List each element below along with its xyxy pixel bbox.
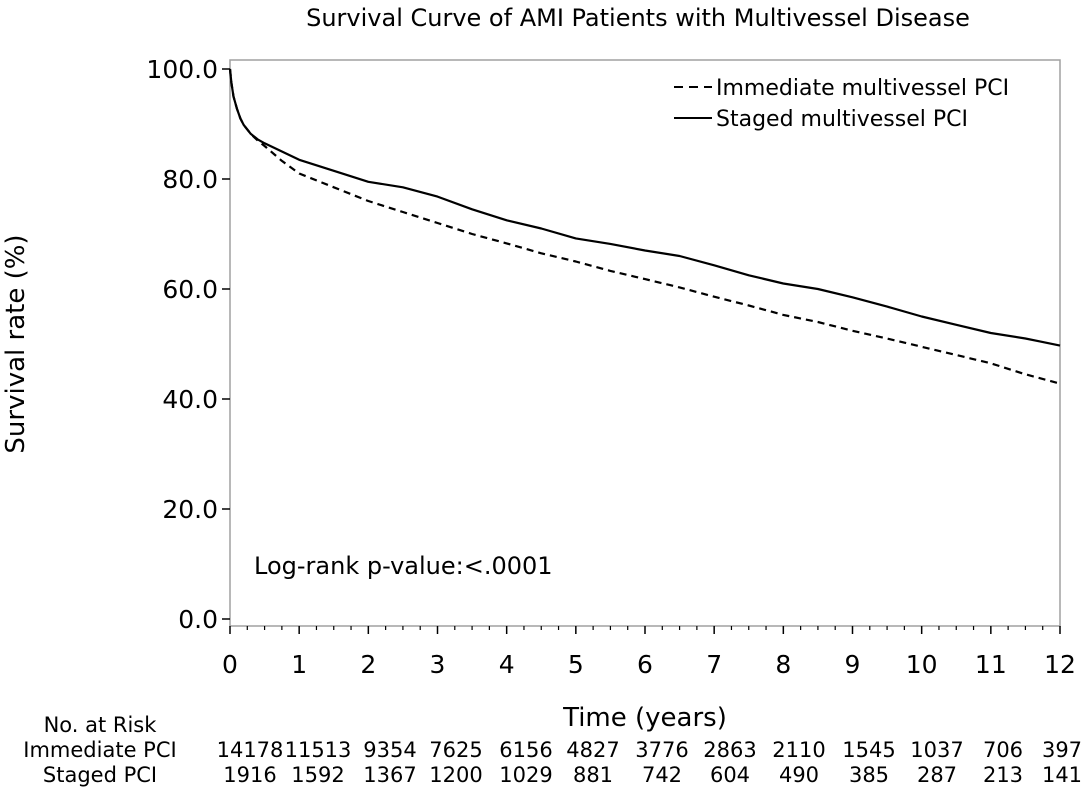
risk-value: 1545 bbox=[842, 738, 895, 762]
risk-value: 3776 bbox=[635, 738, 688, 762]
risk-row-label-staged: Staged PCI bbox=[43, 763, 157, 787]
y-tick-label: 0.0 bbox=[178, 605, 218, 634]
y-axis-title: Survival rate (%) bbox=[1, 234, 31, 453]
x-tick-label: 8 bbox=[775, 650, 791, 679]
log-rank-annotation: Log-rank p-value:<.0001 bbox=[254, 552, 553, 580]
legend: Immediate multivessel PCI Staged multive… bbox=[674, 76, 1009, 132]
risk-row-label-immediate: Immediate PCI bbox=[23, 738, 176, 762]
x-tick-label: 4 bbox=[499, 650, 515, 679]
risk-value: 14178 bbox=[217, 738, 284, 762]
y-tick-label: 100.0 bbox=[146, 55, 218, 84]
x-tick-label: 0 bbox=[222, 650, 238, 679]
risk-value: 9354 bbox=[363, 738, 416, 762]
risk-table-header: No. at Risk bbox=[44, 713, 158, 737]
risk-value: 11513 bbox=[285, 738, 352, 762]
risk-value: 1037 bbox=[910, 738, 963, 762]
risk-value: 490 bbox=[779, 763, 819, 787]
risk-value: 2110 bbox=[772, 738, 825, 762]
series-line-staged bbox=[228, 68, 1061, 347]
risk-value: 1916 bbox=[223, 763, 276, 787]
risk-value: 4827 bbox=[566, 738, 619, 762]
x-tick-label: 3 bbox=[430, 650, 446, 679]
risk-value: 7625 bbox=[429, 738, 482, 762]
x-tick-label: 1 bbox=[291, 650, 307, 679]
x-tick-label: 5 bbox=[568, 650, 584, 679]
legend-label-immediate: Immediate multivessel PCI bbox=[716, 76, 1009, 101]
x-tick-label: 7 bbox=[706, 650, 722, 679]
risk-value: 604 bbox=[710, 763, 750, 787]
x-tick-label: 6 bbox=[637, 650, 653, 679]
risk-value: 1592 bbox=[291, 763, 344, 787]
risk-value: 141 bbox=[1042, 763, 1082, 787]
series-layer bbox=[228, 68, 1061, 385]
risk-table-values: 14178 11513 9354 7625 6156 4827 3776 2863 2110 15… bbox=[217, 738, 1082, 787]
risk-value: 1029 bbox=[499, 763, 552, 787]
y-axis: 0.0 20.0 40.0 60.0 80.0 100.0 bbox=[146, 55, 230, 634]
y-tick-label: 60.0 bbox=[162, 275, 218, 304]
y-tick-label: 20.0 bbox=[162, 495, 218, 524]
y-tick-label: 40.0 bbox=[162, 385, 218, 414]
y-tick-label: 80.0 bbox=[162, 165, 218, 194]
risk-value: 881 bbox=[573, 763, 613, 787]
x-axis-title: Time (years) bbox=[562, 703, 727, 733]
x-axis: 0 1 2 3 4 5 6 7 8 9 10 11 12 bbox=[222, 626, 1076, 679]
risk-value: 742 bbox=[642, 763, 682, 787]
risk-value: 1200 bbox=[429, 763, 482, 787]
risk-value: 397 bbox=[1042, 738, 1082, 762]
risk-value: 6156 bbox=[499, 738, 552, 762]
risk-value: 1367 bbox=[363, 763, 416, 787]
x-tick-label: 2 bbox=[360, 650, 376, 679]
risk-value: 213 bbox=[983, 763, 1023, 787]
risk-value: 2863 bbox=[703, 738, 756, 762]
legend-label-staged: Staged multivessel PCI bbox=[716, 107, 968, 132]
x-tick-label: 9 bbox=[845, 650, 861, 679]
chart-title: Survival Curve of AMI Patients with Mult… bbox=[306, 4, 970, 32]
risk-value: 385 bbox=[849, 763, 889, 787]
plot-frame bbox=[229, 59, 1061, 627]
x-tick-label: 12 bbox=[1044, 650, 1076, 679]
x-tick-label: 10 bbox=[906, 650, 938, 679]
risk-value: 706 bbox=[983, 738, 1023, 762]
risk-value: 287 bbox=[917, 763, 957, 787]
x-tick-label: 11 bbox=[975, 650, 1007, 679]
